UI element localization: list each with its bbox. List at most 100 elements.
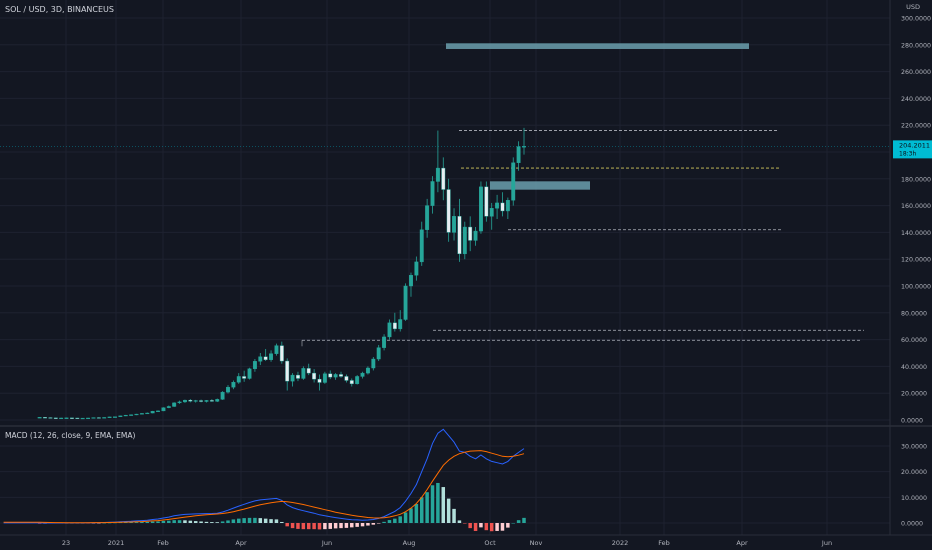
- time-tick-label: Feb: [658, 539, 670, 547]
- candle-body: [403, 285, 408, 320]
- current-price-badge-box: [893, 140, 932, 159]
- macd-histogram-bar: [446, 498, 451, 523]
- candlestick-series[interactable]: [37, 127, 526, 420]
- price-tick-label: 120.0000: [901, 257, 931, 264]
- macd-tick-label: 0.0000: [901, 521, 923, 528]
- macd-histogram-bar: [145, 521, 150, 523]
- candle-body: [177, 401, 182, 404]
- candle-body: [468, 226, 473, 241]
- candle-body: [139, 413, 144, 415]
- macd-histogram-bar: [226, 520, 230, 523]
- candle-body: [37, 417, 42, 419]
- macd-histogram-bar: [258, 518, 263, 523]
- current-price-badge: 204.2011 18:3h: [893, 140, 932, 159]
- candle-body: [387, 322, 392, 338]
- macd-histogram-bar: [350, 523, 354, 528]
- macd-histogram: [37, 482, 526, 532]
- macd-axis[interactable]: 30.0000 20.0000 10.0000 0.0000: [901, 444, 927, 528]
- macd-histogram-bar: [199, 521, 203, 523]
- candle-body: [231, 382, 236, 388]
- macd-histogram-bar: [382, 521, 386, 523]
- time-tick-label: 2021: [108, 539, 125, 547]
- candle-body: [360, 372, 365, 377]
- candle-body: [344, 376, 349, 381]
- candle-body: [505, 200, 510, 212]
- macd-histogram-bar: [376, 523, 381, 524]
- macd-histogram-bar: [156, 521, 160, 523]
- macd-histogram-bar: [403, 512, 408, 523]
- macd-histogram-bar: [237, 518, 241, 523]
- macd-histogram-bar: [463, 523, 467, 524]
- time-axis[interactable]: 23 2021 Feb Apr Jun Aug Oct Nov 2022 Feb Apr Jun: [62, 539, 832, 547]
- macd-histogram-bar: [522, 517, 526, 523]
- candle-body: [64, 417, 69, 419]
- macd-histogram-bar: [495, 523, 499, 531]
- macd-histogram-bar: [339, 523, 343, 529]
- macd-histogram-bar: [102, 522, 106, 524]
- macd-histogram-bar: [113, 522, 117, 524]
- price-levels[interactable]: [301, 130, 864, 347]
- macd-histogram-bar: [371, 523, 376, 525]
- candle-body: [430, 181, 435, 206]
- price-countdown: 18:3h: [899, 150, 916, 157]
- price-tick-label: 80.0000: [901, 310, 927, 317]
- candle-body: [199, 400, 204, 402]
- macd-histogram-bar: [301, 523, 306, 530]
- macd-histogram-bar: [97, 523, 101, 524]
- macd-histogram-bar: [366, 523, 370, 526]
- macd-histogram-bar: [177, 520, 182, 523]
- candle-body: [516, 146, 521, 163]
- candle-body: [107, 416, 112, 418]
- macd-histogram-bar: [506, 523, 510, 528]
- candle-body: [371, 358, 376, 369]
- price-tick-label: 160.0000: [901, 203, 931, 210]
- price-zones[interactable]: [446, 43, 749, 190]
- macd-histogram-bar: [441, 487, 446, 523]
- macd-histogram-bar: [172, 520, 176, 523]
- signal-line: [3, 450, 525, 524]
- candle-body: [226, 386, 230, 393]
- candle-body: [419, 229, 424, 263]
- candle-body: [279, 345, 284, 362]
- candle-body: [274, 345, 279, 354]
- price-tick-label: 300.0000: [901, 16, 931, 23]
- candle-body: [446, 189, 451, 233]
- candle-body: [48, 417, 53, 419]
- macd-histogram-bar: [344, 523, 349, 528]
- price-tick-label: 280.0000: [901, 42, 931, 49]
- candle-body: [53, 417, 58, 419]
- price-tick-label: 140.0000: [901, 230, 931, 237]
- candle-body: [522, 146, 526, 148]
- price-tick-label: 40.0000: [901, 364, 927, 371]
- price-tick-label: 60.0000: [901, 337, 927, 344]
- macd-histogram-bar: [414, 504, 419, 523]
- candle-body: [409, 275, 413, 287]
- candle-body: [285, 360, 290, 382]
- candle-body: [333, 374, 338, 378]
- candle-body: [156, 410, 160, 412]
- candle-body: [441, 167, 446, 190]
- candle-body: [59, 417, 64, 419]
- macd-histogram-bar: [328, 523, 333, 529]
- candle-body: [511, 162, 516, 201]
- macd-histogram-bar: [516, 520, 521, 523]
- candle-body: [193, 400, 198, 402]
- candle-body: [43, 417, 47, 419]
- macd-histogram-bar: [220, 521, 225, 523]
- candle-body: [123, 414, 128, 417]
- candle-body: [462, 226, 467, 255]
- candle-body: [365, 367, 370, 374]
- macd-histogram-bar: [188, 520, 193, 523]
- candle-body: [425, 205, 430, 230]
- candle-body: [247, 368, 252, 379]
- candle-body: [236, 376, 241, 383]
- candle-body: [215, 399, 220, 402]
- time-tick-label: Jun: [821, 539, 832, 547]
- price-zone: [490, 181, 590, 190]
- macd-histogram-bar: [489, 523, 494, 532]
- macd-histogram-bar: [231, 519, 236, 523]
- price-tick-label: 100.0000: [901, 284, 931, 291]
- macd-histogram-bar: [274, 519, 279, 523]
